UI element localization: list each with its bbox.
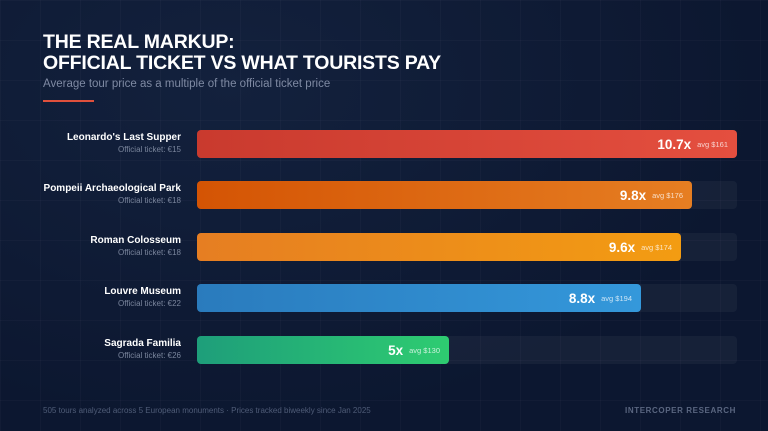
- title-line-1: THE REAL MARKUP:: [43, 31, 235, 53]
- multiple-value: 10.7x: [657, 136, 692, 152]
- bar: 5x avg $130: [197, 336, 449, 364]
- monument-name: Louvre Museum: [104, 286, 181, 297]
- row-label: Sagrada Familia Official ticket: €26: [104, 338, 181, 362]
- bar-row: Louvre Museum Official ticket: €22 8.8x avg…: [0, 284, 768, 312]
- bar-row: Sagrada Familia Official ticket: €26 5x avg…: [0, 336, 768, 364]
- bar-track: 9.8x avg $176: [197, 181, 737, 209]
- bar-row: Roman Colosseum Official ticket: €18 9.6x a…: [0, 233, 768, 261]
- multiple-value: 8.8x: [568, 290, 596, 306]
- chart-subtitle: Average tour price as a multiple of the …: [43, 78, 331, 90]
- row-label: Louvre Museum Official ticket: €22: [104, 286, 181, 310]
- bar-track: 10.7x avg $161: [197, 130, 737, 158]
- bar: 10.7x avg $161: [197, 130, 737, 158]
- avg-price: avg $174: [641, 242, 672, 252]
- bar: 9.6x avg $174: [197, 233, 681, 261]
- row-label: Leonardo's Last Supper Official ticket: €…: [67, 132, 181, 156]
- official-ticket: Official ticket: €26: [118, 351, 181, 360]
- row-label: Roman Colosseum Official ticket: €18: [90, 235, 181, 259]
- avg-price: avg $176: [652, 190, 683, 200]
- bar: 9.8x avg $176: [197, 181, 692, 209]
- bar-track: 8.8x avg $194: [197, 284, 737, 312]
- avg-price: avg $130: [409, 345, 440, 355]
- monument-name: Sagrada Familia: [104, 338, 181, 349]
- bar-track: 5x avg $130: [197, 336, 737, 364]
- chart-title: THE REAL MARKUP: OFFICIAL TICKET VS WHAT…: [43, 32, 441, 74]
- bar-track: 9.6x avg $174: [197, 233, 737, 261]
- monument-name: Leonardo's Last Supper: [66, 132, 181, 143]
- multiple-value: 9.8x: [619, 187, 647, 203]
- monument-name: Roman Colosseum: [90, 235, 181, 246]
- multiple-value: 5x: [388, 342, 404, 358]
- accent-divider: [43, 100, 94, 102]
- bar-row: Leonardo's Last Supper Official ticket: €…: [0, 130, 768, 158]
- official-ticket: Official ticket: €22: [118, 299, 181, 308]
- official-ticket: Official ticket: €18: [118, 196, 181, 205]
- multiple-value: 9.6x: [608, 239, 636, 255]
- monument-name: Pompeii Archaeological Park: [43, 183, 181, 194]
- official-ticket: Official ticket: €15: [118, 145, 181, 154]
- footer-brand: INTERCOPER RESEARCH: [625, 406, 736, 415]
- footer-note: 505 tours analyzed across 5 European mon…: [43, 406, 371, 415]
- official-ticket: Official ticket: €18: [118, 248, 181, 257]
- bar: 8.8x avg $194: [197, 284, 641, 312]
- avg-price: avg $194: [601, 293, 632, 303]
- title-line-2: OFFICIAL TICKET VS WHAT TOURISTS PAY: [43, 52, 441, 74]
- bar-row: Pompeii Archaeological Park Official tick…: [0, 181, 768, 209]
- row-label: Pompeii Archaeological Park Official tick…: [44, 183, 181, 207]
- avg-price: avg $161: [697, 139, 728, 149]
